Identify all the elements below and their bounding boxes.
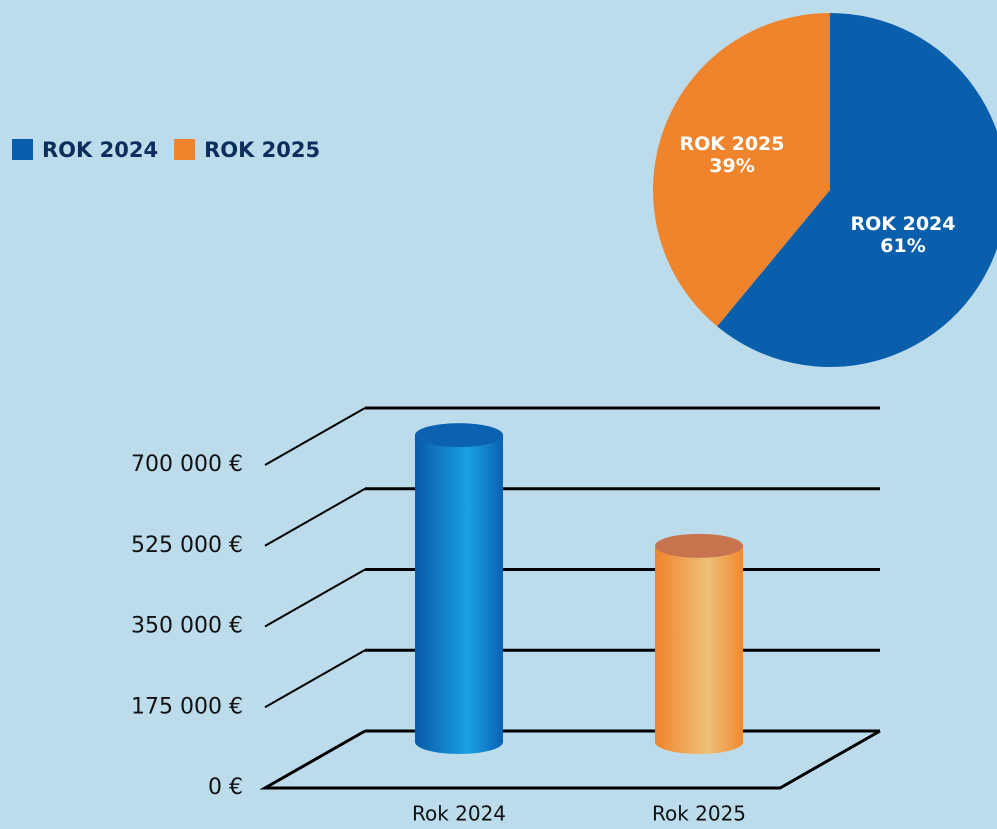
pie-label: ROK 2025 39% <box>679 133 784 177</box>
legend-label: ROK 2024 <box>42 138 158 162</box>
pie-label-value: 39% <box>709 155 754 177</box>
x-tick-label: Rok 2024 <box>412 802 506 826</box>
y-tick-label: 175 000 € <box>131 694 243 719</box>
y-tick-label: 525 000 € <box>131 533 243 558</box>
y-tick-label: 0 € <box>208 775 243 800</box>
bar <box>655 545 743 754</box>
bar-top <box>655 533 743 558</box>
floor <box>259 729 881 790</box>
grid-line <box>264 407 366 466</box>
pie-label: ROK 2024 61% <box>850 213 955 257</box>
bar-top <box>415 423 503 448</box>
pie-label-value: 61% <box>880 235 925 257</box>
y-tick-label: 350 000 € <box>131 614 243 639</box>
bar <box>415 435 503 754</box>
pie-label-name: ROK 2025 <box>679 133 784 155</box>
pie-slice <box>653 13 830 327</box>
x-tick-label: Rok 2025 <box>652 802 746 826</box>
pie-label-name: ROK 2024 <box>850 213 955 235</box>
legend-swatch <box>174 139 196 160</box>
legend-label: ROK 2025 <box>204 138 320 162</box>
grid-line <box>264 487 366 547</box>
pie-slice <box>717 13 997 367</box>
legend-swatch <box>12 139 33 160</box>
grid-line <box>264 649 366 709</box>
grid-line <box>264 568 366 628</box>
y-tick-label: 700 000 € <box>131 452 243 477</box>
